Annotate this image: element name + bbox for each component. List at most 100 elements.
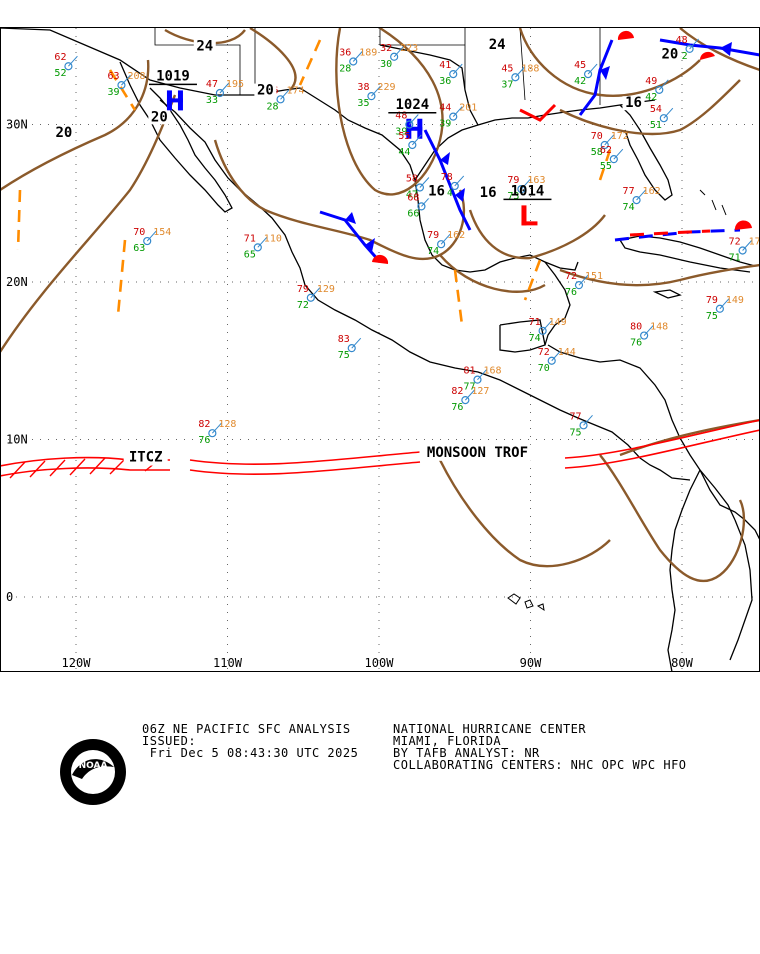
trough-florida <box>598 149 612 181</box>
station-pressure: 188 <box>521 63 539 74</box>
bahamas <box>699 189 727 216</box>
station-temperature: 48 <box>395 111 407 122</box>
isobar-label-bg <box>148 110 171 125</box>
station-circle <box>349 57 358 66</box>
station-dewpoint: 63 <box>133 243 145 254</box>
station-circle <box>143 236 152 246</box>
wind-barb <box>219 82 230 94</box>
station-dewpoint: 52 <box>54 68 66 79</box>
south-america-west <box>667 469 701 672</box>
trough-pacific <box>116 239 127 316</box>
yucatan-peninsula <box>544 261 571 346</box>
station-temperature: 54 <box>650 104 662 115</box>
station-dewpoint: 72 <box>297 300 309 311</box>
station-circle <box>640 331 649 340</box>
station-dewpoint: 44 <box>398 147 410 158</box>
isobar-label: 20 <box>661 46 678 62</box>
cold-front-florida <box>578 39 614 116</box>
isobar-label: 24 <box>489 37 506 53</box>
station-pressure: 163 <box>527 175 545 186</box>
station-temperature: 41 <box>439 60 451 71</box>
station-temperature: 70 <box>591 131 603 142</box>
isobar-label-bg <box>52 126 75 141</box>
station-pressure: 174 <box>287 85 305 96</box>
fronts <box>319 38 760 263</box>
isobar-caribbean-south <box>619 418 760 457</box>
station-temperature: 72 <box>729 237 741 248</box>
isobar-16-se <box>559 79 741 136</box>
station-plot: 82 128 76 <box>198 419 236 446</box>
cold-front-triangle <box>345 212 356 224</box>
us-gulf-coast <box>414 99 656 181</box>
station-circle <box>632 196 641 205</box>
station-pressure: 172 <box>611 131 629 142</box>
isobar-20-west <box>0 94 177 353</box>
station-pressure: 128 <box>218 419 236 430</box>
station-plot: 32 223 30 <box>380 43 418 70</box>
station-circle <box>517 184 526 194</box>
wind-barb <box>542 320 552 332</box>
station-circle <box>547 356 556 365</box>
wind-barb <box>408 114 419 125</box>
isobar-16-gulf <box>468 209 606 260</box>
latitude-label: 0 <box>6 590 13 604</box>
station-circle <box>367 92 376 101</box>
station-plot: 79 162 74 <box>427 230 465 257</box>
wind-barb <box>121 74 131 86</box>
station-pressure: 148 <box>650 322 668 333</box>
cold-front-east <box>659 38 760 57</box>
station-circle <box>405 120 414 129</box>
station-plot: 72 144 70 <box>538 347 576 374</box>
station-dewpoint: 76 <box>198 435 210 446</box>
jamaica <box>652 289 682 299</box>
high-pressure-symbol <box>166 90 183 111</box>
wind-barb <box>742 240 752 251</box>
station-dewpoint: 65 <box>244 249 256 260</box>
surface-troughs <box>16 39 612 326</box>
station-dewpoint: 42 <box>676 51 688 62</box>
station-temperature: 78 <box>441 172 453 183</box>
station-dewpoint: 39 <box>395 127 407 138</box>
monsoon-line-upper <box>189 451 421 465</box>
station-plot: 82 127 76 <box>451 386 489 413</box>
station-pressure: 177 <box>749 237 760 248</box>
station-circle <box>715 304 724 313</box>
warm-front-gulf <box>519 103 557 122</box>
station-dewpoint: 74 <box>529 333 541 344</box>
station-dewpoint: 33 <box>206 95 218 106</box>
station-dewpoint: 66 <box>407 208 419 219</box>
stationary-front-red <box>629 229 711 237</box>
wind-barb <box>658 79 669 91</box>
cold-front-triangle <box>455 188 465 202</box>
station-circle <box>538 326 547 335</box>
noaa-logo-text: NOAA <box>79 761 108 771</box>
wind-barb <box>514 66 525 78</box>
station-dewpoint: 70 <box>538 363 550 374</box>
issued-time: Fri Dec 5 08:43:30 UTC 2025 <box>142 746 359 760</box>
isobar-label: 16 <box>625 95 642 111</box>
trough-gulf <box>523 259 542 301</box>
isobar-label-bg <box>622 96 645 111</box>
station-dewpoint: 47 <box>406 190 418 201</box>
cold-front-triangle <box>720 42 732 56</box>
station-temperature: 79 <box>706 295 718 306</box>
wind-barb <box>643 325 654 336</box>
latitude-label: 10N <box>6 433 28 447</box>
warm-front-semicircle <box>372 254 389 264</box>
station-circle <box>579 421 588 430</box>
station-circle <box>208 429 217 438</box>
station-circle <box>437 240 446 249</box>
station-dewpoint: 77 <box>463 382 475 393</box>
station-dewpoint: 74 <box>427 246 439 257</box>
station-temperature: 82 <box>198 419 210 430</box>
station-dewpoint: 76 <box>630 338 642 349</box>
wind-barb <box>452 106 463 117</box>
isobar-20-texas <box>439 254 546 293</box>
isobar-label-bg <box>425 184 448 199</box>
station-temperature: 36 <box>339 48 351 59</box>
station-circle <box>64 62 73 71</box>
